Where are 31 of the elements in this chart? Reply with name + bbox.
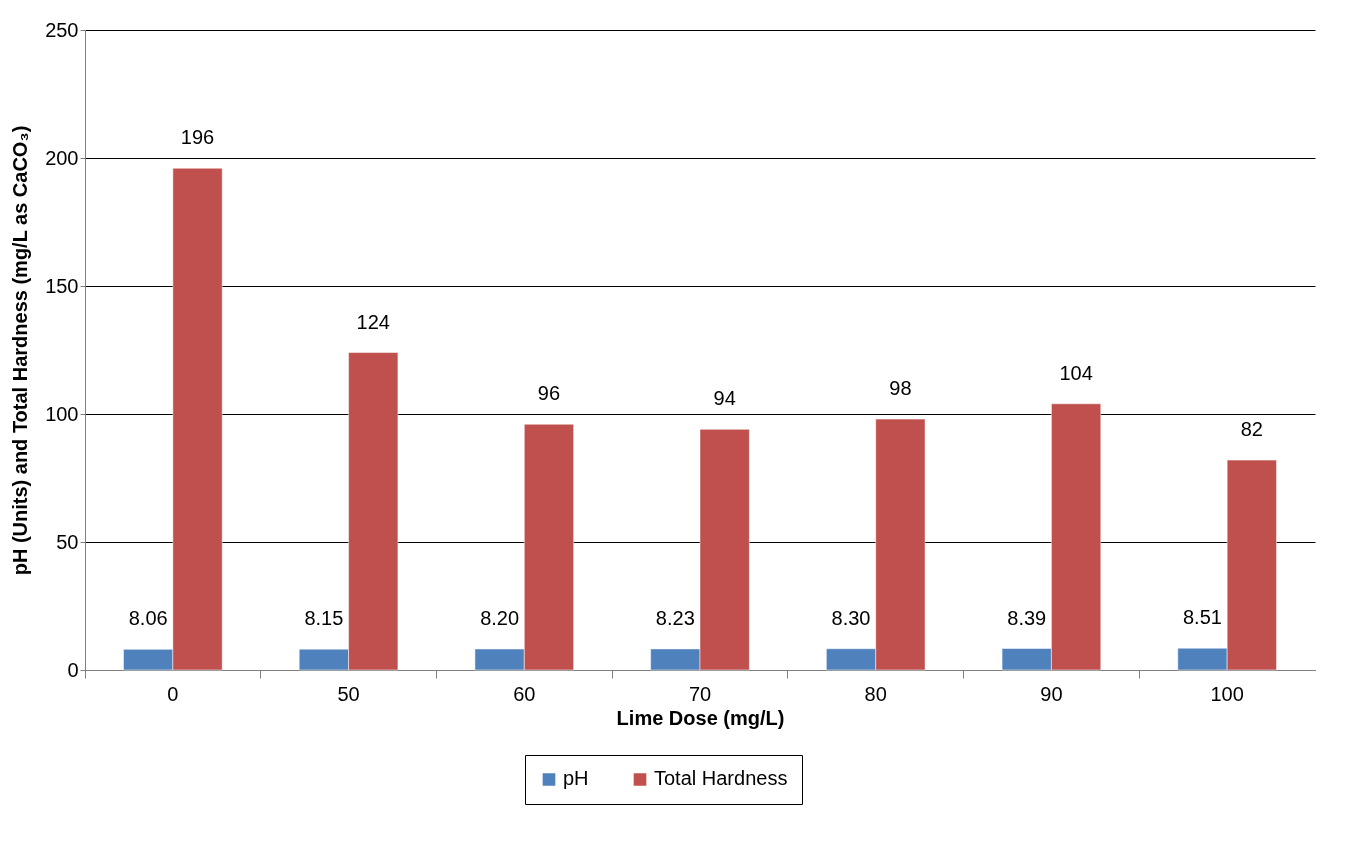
- y-tick-label: 50: [56, 530, 79, 553]
- data-label: 8.30: [831, 606, 871, 629]
- x-tick-label: 90: [1040, 682, 1063, 705]
- legend-label: pH: [563, 767, 589, 790]
- data-label: 8.15: [304, 607, 344, 630]
- data-label: 8.51: [1183, 606, 1222, 629]
- data-label: 98: [889, 377, 912, 400]
- x-tick-label: 0: [167, 682, 179, 705]
- data-label: 104: [1059, 361, 1093, 384]
- data-label: 8.39: [1007, 606, 1047, 629]
- x-tick-label: 60: [513, 682, 536, 705]
- y-tick-label: 100: [45, 402, 79, 425]
- legend-label: Total Hardness: [654, 767, 788, 790]
- y-axis-title: pH (Units) and Total Hardness (mg/L as CaCO₃): [9, 125, 32, 576]
- data-label: 96: [537, 382, 561, 405]
- y-tick-label: 250: [45, 18, 79, 41]
- y-tick-label: 150: [45, 274, 79, 297]
- x-tick-label: 80: [864, 682, 887, 705]
- data-label: 8.20: [480, 607, 520, 630]
- data-label: 8.23: [655, 606, 695, 629]
- data-label: 196: [180, 126, 215, 149]
- data-label: 94: [713, 387, 736, 410]
- x-tick-label: 50: [337, 682, 360, 705]
- y-tick-label: 200: [45, 146, 79, 169]
- data-label: 124: [356, 310, 390, 333]
- x-tick-label: 70: [688, 682, 712, 705]
- x-axis-title: Lime Dose (mg/L): [616, 706, 785, 729]
- y-tick-label: 0: [67, 658, 79, 681]
- data-label: 8.06: [128, 607, 168, 630]
- x-tick-label: 100: [1210, 682, 1244, 705]
- data-label: 82: [1240, 418, 1263, 441]
